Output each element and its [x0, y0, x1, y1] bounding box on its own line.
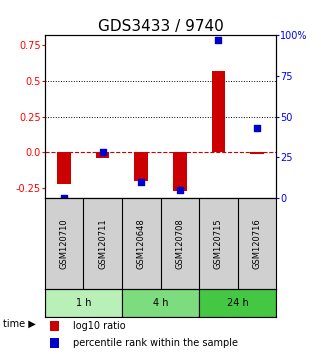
- Text: log10 ratio: log10 ratio: [73, 321, 125, 331]
- Bar: [199, 290, 276, 318]
- Bar: [134, 152, 148, 181]
- Text: GSM120708: GSM120708: [175, 218, 184, 269]
- Title: GDS3433 / 9740: GDS3433 / 9740: [98, 19, 223, 34]
- Text: percentile rank within the sample: percentile rank within the sample: [73, 338, 238, 348]
- Point: [254, 125, 259, 131]
- Bar: [49, 321, 59, 331]
- Bar: [212, 71, 225, 152]
- Point: [216, 38, 221, 43]
- Text: GSM120648: GSM120648: [137, 218, 146, 269]
- Bar: [57, 152, 71, 184]
- Bar: [122, 290, 199, 318]
- Bar: [49, 338, 59, 348]
- Bar: [173, 152, 187, 191]
- Text: GSM120711: GSM120711: [98, 218, 107, 269]
- Text: 24 h: 24 h: [227, 298, 248, 308]
- Text: GSM120710: GSM120710: [60, 218, 69, 269]
- Text: 1 h: 1 h: [76, 298, 91, 308]
- Bar: [45, 290, 122, 318]
- Text: GSM120715: GSM120715: [214, 218, 223, 269]
- Text: 4 h: 4 h: [153, 298, 168, 308]
- Bar: [250, 152, 264, 154]
- Text: GSM120716: GSM120716: [252, 218, 261, 269]
- Bar: [96, 152, 109, 158]
- Point: [177, 187, 182, 193]
- Point: [62, 195, 67, 201]
- Point: [100, 150, 105, 155]
- Text: time ▶: time ▶: [3, 319, 36, 329]
- Point: [139, 179, 144, 184]
